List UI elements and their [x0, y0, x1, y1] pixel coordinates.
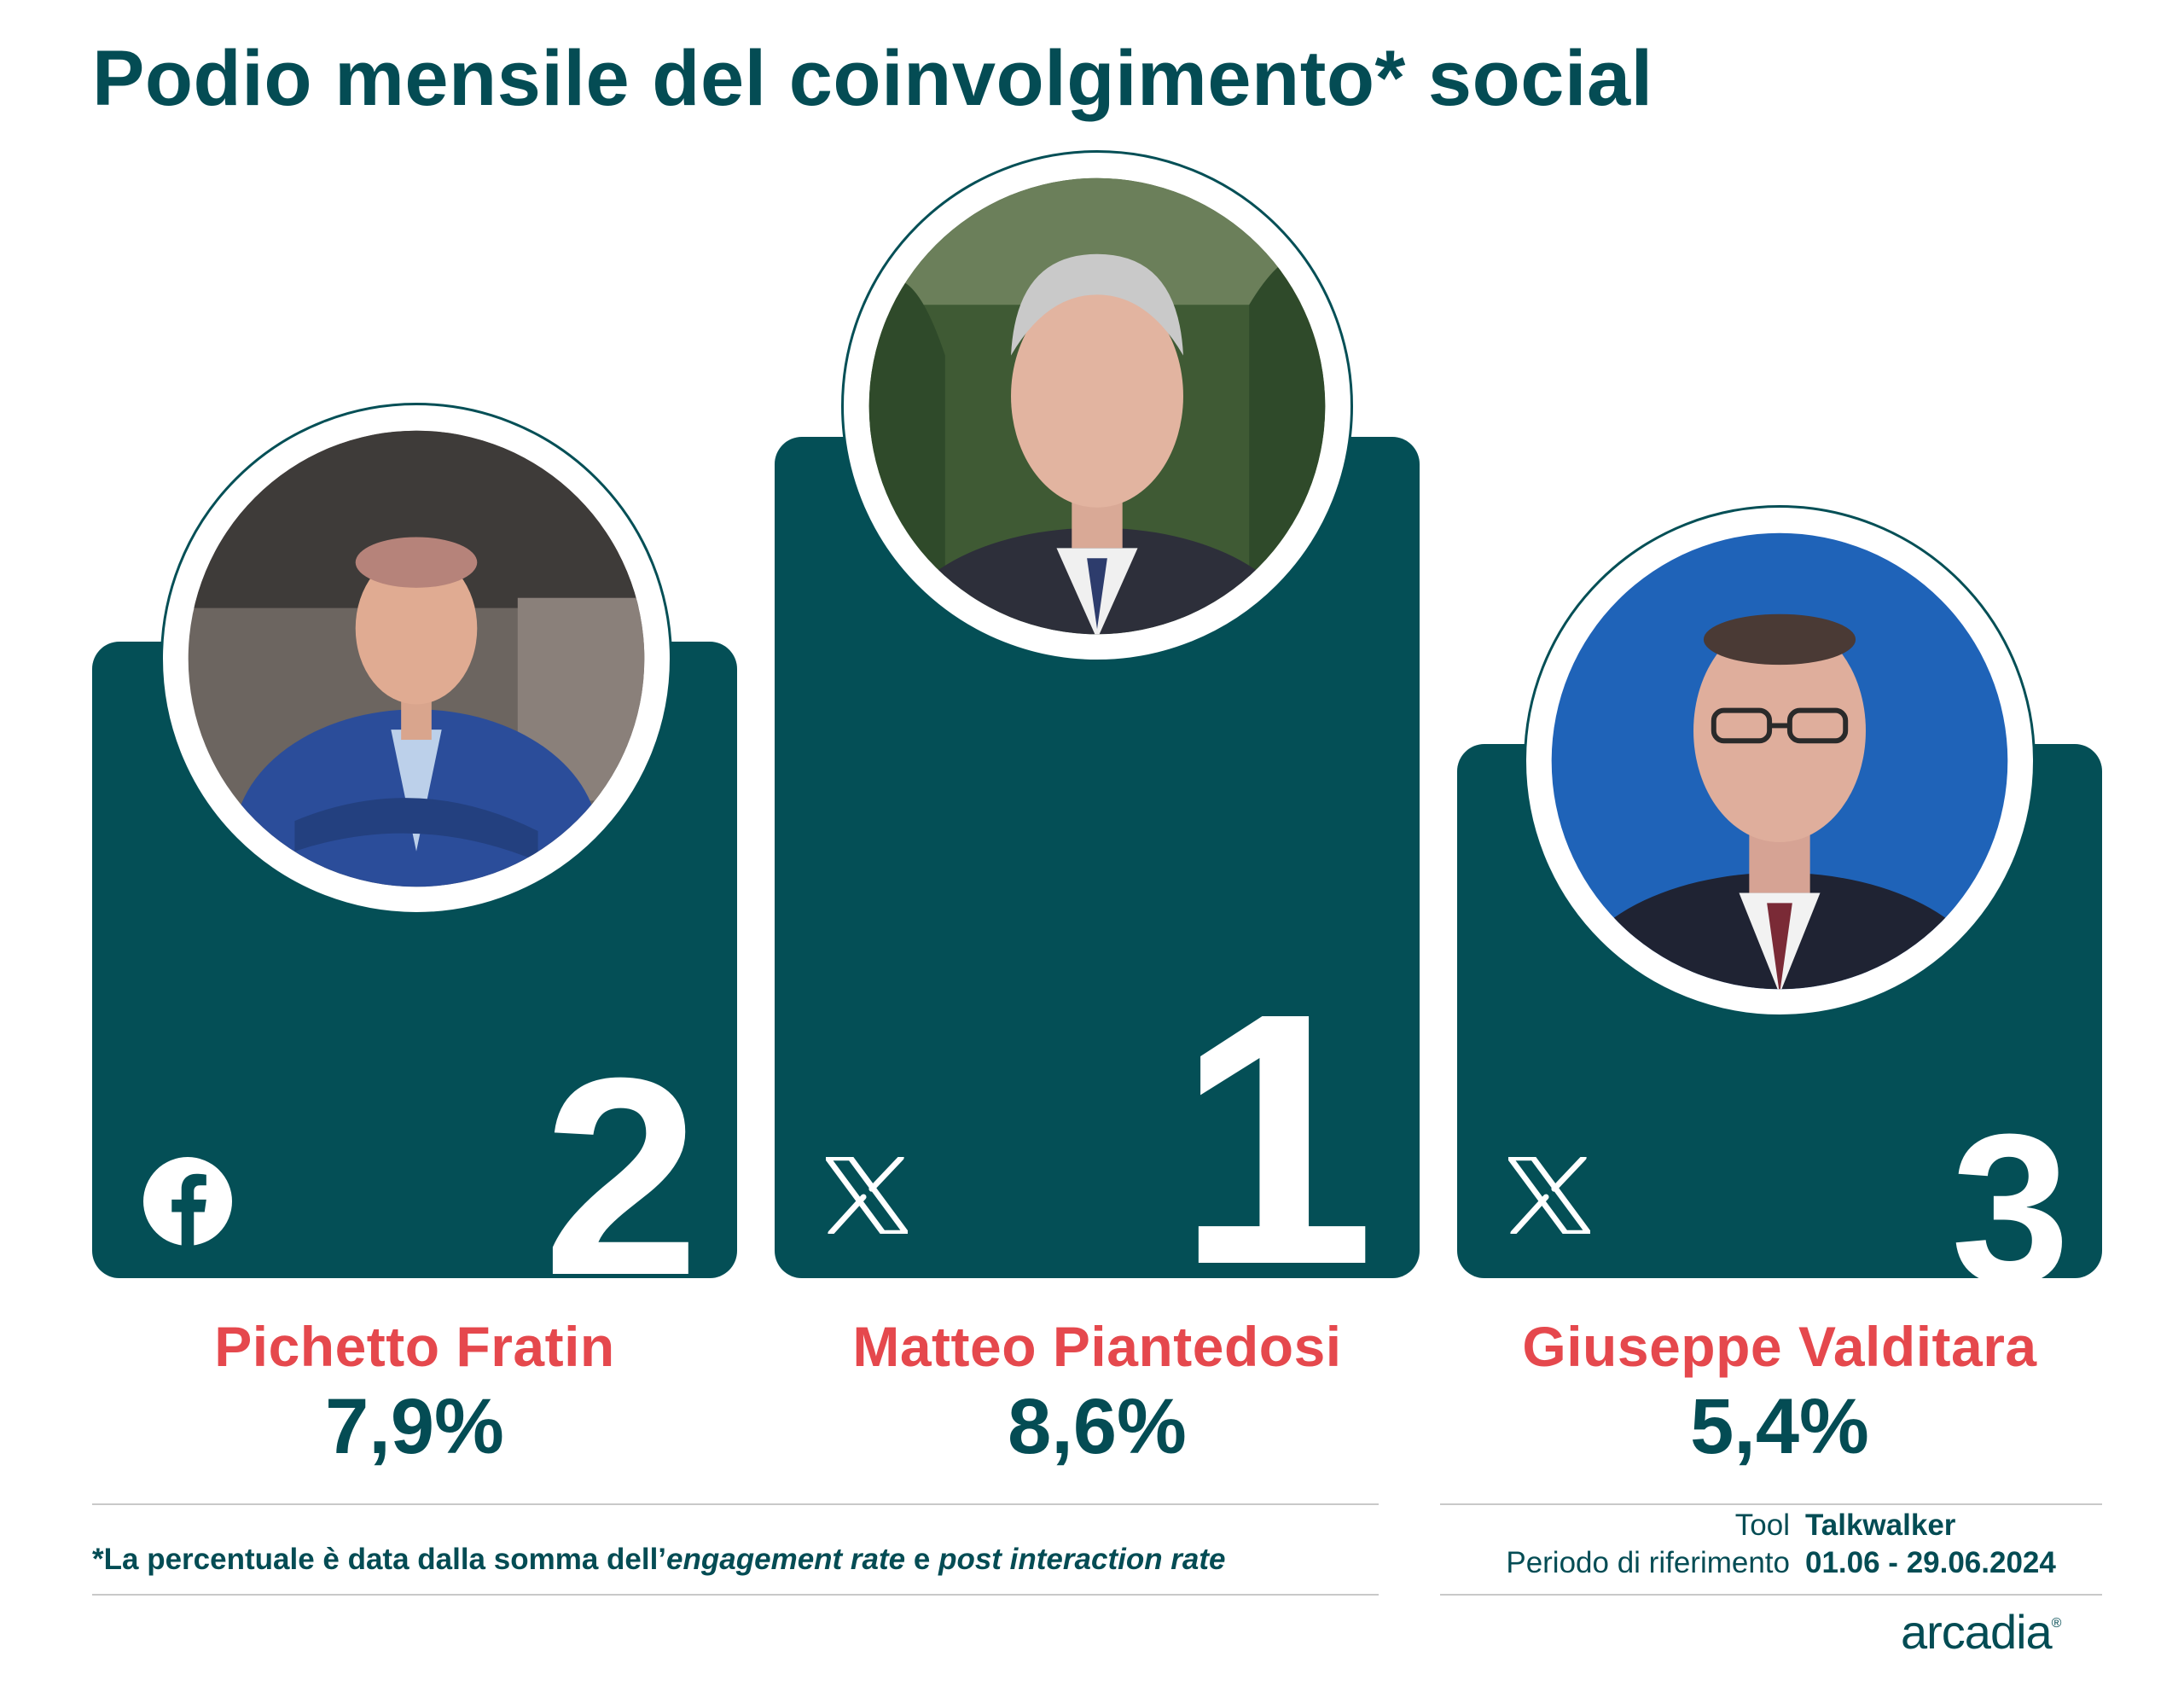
value-second: 7,9% — [325, 1383, 504, 1470]
rank-number-second: 2 — [543, 1019, 700, 1279]
period-value: 01.06 - 29.06.2024 — [1805, 1546, 2056, 1579]
tool-value: Talkwalker — [1805, 1509, 1956, 1542]
avatar-giuseppe-valditara — [1524, 505, 2036, 1017]
avatar-pichetto-fratin — [160, 403, 672, 915]
avatar-matteo-piantedosi — [841, 150, 1353, 662]
tool-label: Tool — [1734, 1509, 1790, 1542]
name-third: Giuseppe Valditara — [1522, 1315, 2037, 1378]
value-first: 8,6% — [1008, 1383, 1187, 1470]
footnote: *La percentuale è data dalla somma dell’… — [92, 1543, 1226, 1576]
period-label: Periodo di riferimento — [1506, 1546, 1790, 1579]
value-third: 5,4% — [1690, 1383, 1869, 1470]
name-first: Matteo Piantedosi — [852, 1315, 1342, 1378]
x-icon — [1508, 1157, 1590, 1234]
rank-number-first: 1 — [1176, 939, 1375, 1279]
rank-number-third: 3 — [1950, 1090, 2070, 1279]
facebook-icon — [143, 1157, 232, 1246]
name-second: Pichetto Fratin — [214, 1315, 615, 1378]
divider-right-bottom — [1440, 1594, 2102, 1596]
divider-left-top — [92, 1503, 1379, 1505]
arcadia-logo: arcadia® — [1901, 1605, 2061, 1659]
x-icon — [826, 1157, 908, 1234]
divider-right-top — [1440, 1503, 2102, 1505]
page-title: Podio mensile del coinvolgimento* social — [92, 35, 1653, 122]
divider-left-bottom — [92, 1594, 1379, 1596]
